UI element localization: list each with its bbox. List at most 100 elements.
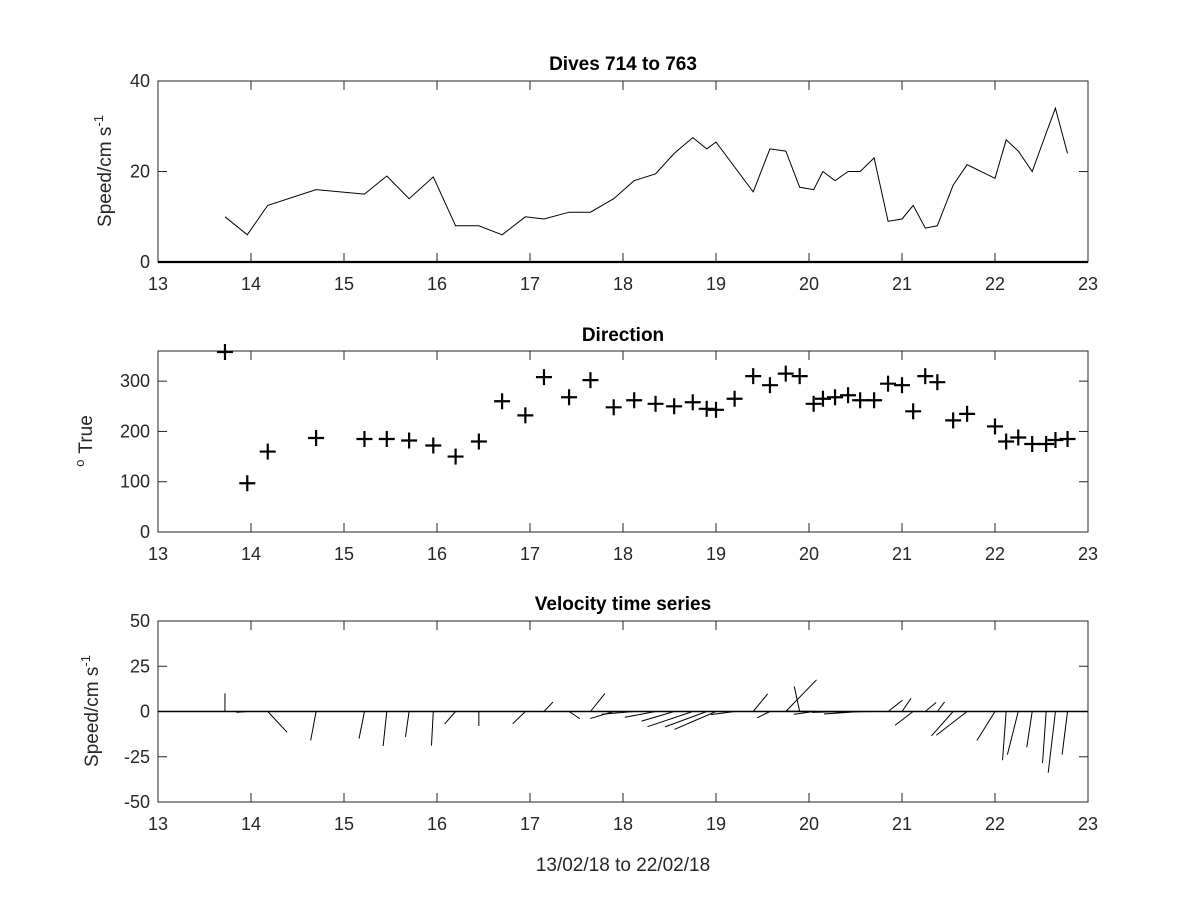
speed-xtick-label: 19 (706, 274, 726, 294)
velocity-xtick-label: 19 (706, 814, 726, 834)
direction-data-point (827, 389, 844, 406)
velocity-stick (382, 711, 388, 746)
speed-xtick-label: 15 (334, 274, 354, 294)
direction-plot-area (216, 344, 1076, 492)
direction-ytick-label: 0 (140, 522, 150, 542)
direction-data-point (745, 368, 762, 385)
velocity-ylabel-sup: -1 (78, 655, 93, 667)
direction-data-point (308, 429, 325, 446)
velocity-stick (1047, 711, 1056, 773)
svg-text:Speed/cm s-1: Speed/cm s-1 (91, 115, 116, 227)
velocity-stick (887, 699, 903, 712)
velocity-stick (647, 711, 693, 728)
velocity-ytick-label: 50 (130, 611, 150, 631)
direction-xtick-label: 18 (613, 544, 633, 564)
velocity-panel-title: Velocity time series (535, 594, 711, 615)
direction-data-point (805, 395, 822, 412)
velocity-stick (590, 693, 606, 712)
direction-data-point (470, 433, 487, 450)
speed-ylabel-text: Speed/cm s (95, 127, 116, 227)
direction-data-point (777, 365, 794, 382)
velocity-stick (901, 698, 912, 712)
velocity-stick (624, 711, 656, 718)
velocity-stick (924, 702, 937, 712)
direction-ytick-label: 300 (120, 371, 150, 391)
velocity-xtick-label: 16 (427, 814, 447, 834)
velocity-xtick-label: 14 (241, 814, 261, 834)
velocity-ylabel-text: Speed/cm s (82, 667, 103, 767)
velocity-stick (1026, 711, 1033, 748)
direction-ytick-label: 100 (120, 472, 150, 492)
speed-xticks: 13 14 15 16 17 18 19 20 21 22 23 (148, 81, 1098, 294)
speed-series-line (224, 106, 1068, 236)
velocity-xticks: 13 14 15 16 17 18 19 20 21 22 23 (148, 621, 1098, 834)
speed-xtick-label: 21 (892, 274, 912, 294)
direction-data-point (605, 399, 622, 416)
speed-ylabel-sup: -1 (91, 115, 106, 127)
velocity-xtick-label: 23 (1078, 814, 1098, 834)
direction-data-point (726, 390, 743, 407)
direction-data-point (626, 392, 643, 409)
direction-xtick-label: 17 (520, 544, 540, 564)
velocity-stick (834, 711, 875, 713)
velocity-stick (310, 711, 317, 741)
velocity-xlabel: 13/02/18 to 22/02/18 (536, 855, 710, 876)
velocity-plot-area (158, 679, 1088, 773)
direction-data-point (929, 374, 946, 391)
speed-xtick-label: 23 (1078, 274, 1098, 294)
velocity-xtick-label: 18 (613, 814, 633, 834)
speed-panel-title: Dives 714 to 763 (549, 54, 697, 75)
direction-data-point (959, 405, 976, 422)
speed-xtick-label: 13 (148, 274, 168, 294)
velocity-xtick-label: 21 (892, 814, 912, 834)
direction-data-point (239, 475, 256, 492)
velocity-stick (430, 711, 434, 746)
speed-xtick-label: 14 (241, 274, 261, 294)
direction-data-point (401, 432, 418, 449)
speed-ytick-label: 20 (130, 162, 150, 182)
direction-data-point (880, 375, 897, 392)
velocity-stick (1006, 711, 1019, 755)
speed-xtick-label: 18 (613, 274, 633, 294)
velocity-stick (236, 711, 248, 713)
direction-data-point (647, 395, 664, 412)
velocity-stick (793, 686, 801, 712)
direction-data-point (378, 430, 395, 447)
speed-xtick-label: 20 (799, 274, 819, 294)
direction-ylabel-text: True (76, 415, 97, 453)
speed-ylabel: Speed/cm s-1 (91, 115, 116, 227)
direction-xtick-label: 20 (799, 544, 819, 564)
direction-data-point (905, 403, 922, 420)
direction-yticks: 0 100 200 300 (120, 371, 1088, 542)
speed-xtick-label: 16 (427, 274, 447, 294)
direction-xtick-label: 21 (892, 544, 912, 564)
speed-xtick-label: 17 (520, 274, 540, 294)
velocity-ytick-label: 0 (140, 702, 150, 722)
velocity-stick (711, 711, 735, 716)
velocity-stick (931, 711, 954, 737)
velocity-stick (267, 711, 288, 733)
velocity-stick (936, 711, 968, 736)
velocity-stick (512, 711, 526, 725)
direction-data-point (216, 344, 233, 361)
velocity-xtick-label: 17 (520, 814, 540, 834)
svg-text:Speed/cm s-1: Speed/cm s-1 (78, 655, 103, 767)
direction-data-point (666, 398, 683, 415)
velocity-stick (444, 711, 456, 725)
direction-data-point (987, 418, 1003, 435)
direction-ytick-label: 200 (120, 421, 150, 441)
direction-ylabel-sup: o (72, 460, 87, 467)
direction-data-point (917, 368, 934, 385)
direction-data-point (1059, 430, 1076, 447)
direction-axes-box (157, 350, 1089, 533)
direction-data-point (1038, 436, 1055, 453)
direction-data-point (259, 443, 276, 460)
velocity-stick (1002, 711, 1007, 761)
direction-xtick-label: 23 (1078, 544, 1098, 564)
velocity-xtick-label: 15 (334, 814, 354, 834)
direction-data-point (814, 390, 831, 407)
speed-ytick-label: 40 (130, 71, 150, 91)
velocity-ytick-label: -50 (124, 792, 150, 812)
direction-data-point (535, 369, 552, 386)
